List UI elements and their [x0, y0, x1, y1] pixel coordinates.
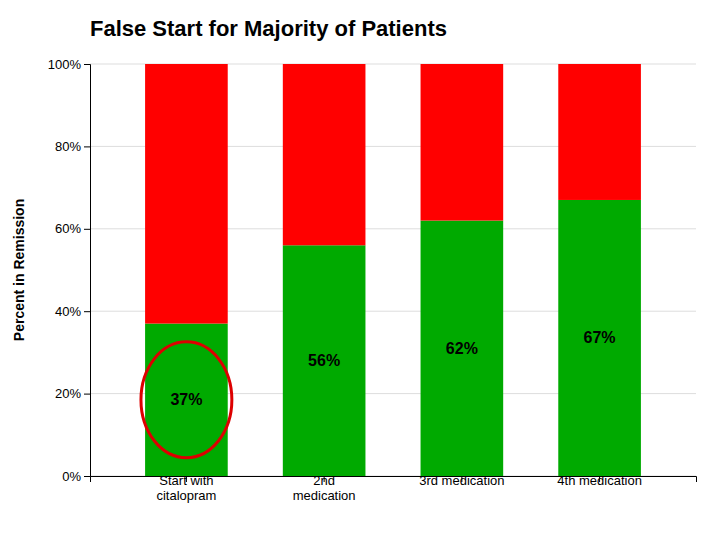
tick-label: 80%	[55, 139, 81, 154]
tick: 40%	[55, 304, 90, 319]
bar	[421, 64, 504, 221]
y-axis-title: Percent in Remission	[11, 199, 27, 341]
tick-mark	[84, 311, 90, 312]
tick: 80%	[55, 139, 90, 154]
data-label: 62%	[446, 340, 478, 357]
tick: 0%	[62, 469, 90, 484]
data-label: 56%	[308, 352, 340, 369]
bars	[145, 64, 641, 476]
tick: Start withcitalopram	[156, 473, 216, 503]
chart: False Start for Majority of Patients 0% 20…	[0, 0, 720, 540]
series	[145, 64, 641, 324]
title: False Start for Majority of Patients	[90, 16, 447, 41]
tick-mark	[84, 476, 90, 477]
tick-label: 2ndmedication	[293, 473, 356, 503]
tick-label: 3rd medication	[419, 473, 504, 488]
data-label: 67%	[584, 329, 616, 346]
bar	[283, 245, 366, 476]
tick: 3rd medication	[419, 473, 504, 488]
tick-label: 4th medication	[557, 473, 642, 488]
highlight-ellipse	[141, 342, 232, 458]
tick-label: 40%	[55, 304, 81, 319]
tick-label: Start withcitalopram	[156, 473, 216, 503]
tick-label: 20%	[55, 386, 81, 401]
tick: 100%	[48, 57, 90, 72]
tick: 20%	[55, 386, 90, 401]
grid	[90, 64, 696, 476]
tick-mark	[84, 394, 90, 395]
y-axis: 0% 20% 40% 60% 80% 100%	[48, 57, 91, 484]
bar	[558, 64, 641, 200]
x-axis: Start withcitalopram 2ndmedication 3rd med…	[91, 473, 697, 503]
tick-mark	[84, 64, 90, 65]
tick-mark	[84, 146, 90, 147]
tick-label: 60%	[55, 221, 81, 236]
bar	[283, 64, 366, 245]
tick: 4th medication	[557, 473, 642, 488]
tick: 2ndmedication	[293, 473, 356, 503]
tick-label: 0%	[62, 469, 81, 484]
tick-mark	[84, 229, 90, 230]
data-label: 37%	[170, 391, 202, 408]
bar	[145, 64, 228, 324]
axis-line	[84, 65, 91, 477]
bar	[558, 200, 641, 476]
plot: 0% 20% 40% 60% 80% 100% Start withcitalopram 2n…	[48, 57, 697, 503]
bar	[145, 324, 228, 476]
tick: 60%	[55, 221, 90, 236]
bar	[421, 221, 504, 476]
data-labels: 37% 56% 62% 67%	[141, 329, 616, 457]
tick-label: 100%	[48, 57, 82, 72]
